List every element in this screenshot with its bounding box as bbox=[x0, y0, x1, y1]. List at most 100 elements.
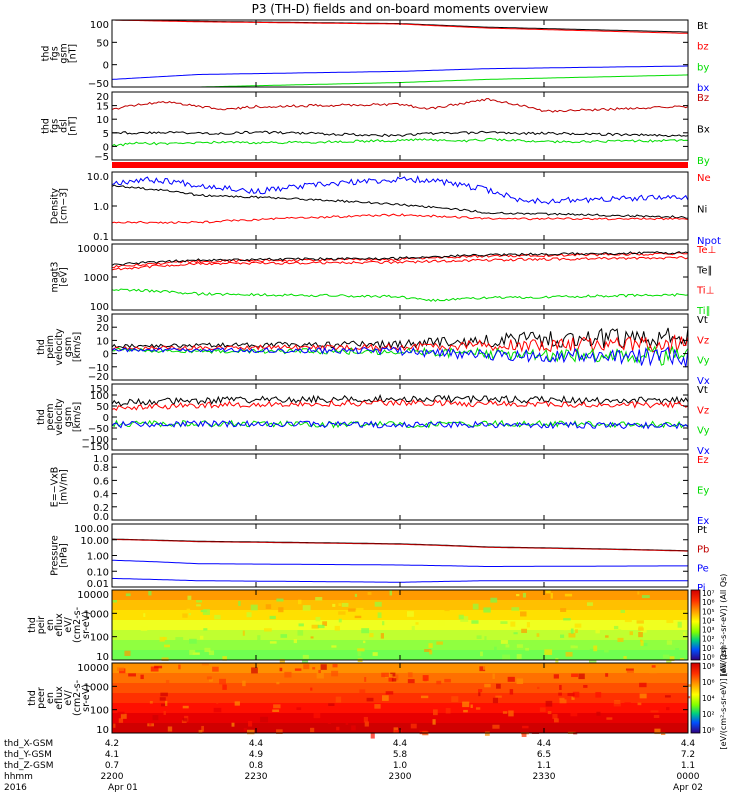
series-line-Te∥ bbox=[111, 251, 689, 266]
spectrogram-cell bbox=[666, 659, 672, 665]
x-axis-row-label: hhmm bbox=[4, 772, 33, 782]
series-line-bx bbox=[111, 65, 688, 80]
spectrogram-cell bbox=[472, 603, 479, 610]
legend-entry: Ez bbox=[697, 455, 709, 466]
spectrogram-cell bbox=[248, 721, 253, 727]
panel-frame bbox=[111, 171, 689, 241]
spectrogram-cell bbox=[462, 701, 470, 708]
legend-entry: Pi bbox=[697, 583, 706, 594]
spectrogram-cell bbox=[390, 672, 396, 677]
series-line-Vz bbox=[111, 399, 689, 411]
spectrogram-cell bbox=[571, 673, 578, 678]
spectrogram-cell bbox=[620, 609, 625, 614]
spectrogram-cell bbox=[250, 604, 258, 611]
legend-entry: Te∥ bbox=[696, 265, 713, 276]
spectrogram-cell bbox=[650, 710, 659, 713]
spectrogram-cell bbox=[257, 635, 261, 641]
spectrogram-band bbox=[112, 703, 688, 714]
spectrogram-cell bbox=[500, 640, 508, 644]
spectrogram-cell bbox=[439, 694, 448, 700]
spectrogram-cell bbox=[653, 714, 660, 719]
spectrogram-cell bbox=[112, 599, 117, 603]
spectrogram-cell bbox=[359, 689, 366, 694]
colorbar-tick-label: 10¹ bbox=[702, 644, 715, 653]
y-axis-label: [mV/m] bbox=[59, 469, 70, 505]
spectrogram-cell bbox=[279, 658, 285, 664]
spectrogram-cell bbox=[480, 651, 483, 657]
y-tick-label: 10.00 bbox=[80, 536, 109, 547]
y-tick-label: 1.0 bbox=[93, 202, 109, 213]
spectrogram-cell bbox=[422, 675, 429, 681]
y-axis-label: peir bbox=[36, 616, 47, 635]
y-tick-label: 100.00 bbox=[74, 524, 109, 535]
y-tick-label: 1000 bbox=[84, 682, 109, 693]
spectrogram-cell bbox=[189, 638, 197, 644]
y-axis-label: thd bbox=[41, 46, 52, 62]
spectrogram-cell bbox=[500, 621, 508, 624]
y-tick-label: −20 bbox=[88, 372, 109, 383]
legend-entry: Te⊥ bbox=[696, 245, 716, 256]
spectrogram-cell bbox=[332, 664, 338, 668]
spectrogram-cell bbox=[638, 625, 643, 629]
y-axis-label: [cm−3] bbox=[59, 188, 70, 224]
y-axis-label: eV/ bbox=[63, 616, 74, 632]
figure-title: P3 (TH-D) fields and on-board moments ov… bbox=[252, 2, 549, 16]
legend-entry: By bbox=[697, 156, 710, 167]
spectrogram-cell bbox=[269, 641, 277, 644]
spectrogram-cell bbox=[407, 679, 415, 684]
spectrogram-cell bbox=[420, 695, 429, 699]
spectrogram-cell bbox=[526, 621, 530, 628]
panel-density: 10.0 1.0 0.1 Density[cm−3] Ne Ni Npot bbox=[50, 171, 721, 247]
spectrogram-cell bbox=[547, 711, 552, 715]
y-tick-label: 10 bbox=[96, 652, 109, 663]
spectrogram-cell bbox=[470, 704, 473, 708]
y-tick-label: 10000 bbox=[77, 590, 109, 601]
spectrogram-cell bbox=[278, 607, 284, 613]
legend-entry: by bbox=[697, 62, 709, 73]
spectrogram-band bbox=[112, 590, 688, 601]
spectrogram-cell bbox=[265, 604, 272, 610]
spectrogram-cell bbox=[554, 718, 559, 723]
spectrogram-cell bbox=[302, 654, 309, 659]
y-tick-label: 0 bbox=[103, 142, 109, 153]
colorbar-label: [eV/(cm²-s-sr-eV)] (All Qs) bbox=[719, 574, 728, 677]
spectrogram-cell bbox=[436, 591, 440, 595]
spectrogram-cell bbox=[429, 650, 433, 655]
spectrogram-cell bbox=[545, 700, 553, 707]
series-line-Vy bbox=[111, 345, 689, 366]
spectrogram-cell bbox=[484, 636, 487, 641]
spectrogram-cell bbox=[560, 634, 565, 638]
spectrogram-cell bbox=[662, 654, 670, 659]
spectrogram-cell bbox=[508, 710, 514, 717]
spectrogram-cell bbox=[302, 605, 311, 611]
spectrogram-cell bbox=[357, 648, 365, 652]
spectrogram-cell bbox=[553, 674, 559, 679]
y-axis-label: eV/ bbox=[63, 689, 74, 705]
spectrogram-cell bbox=[372, 652, 378, 656]
colorbar-tick-label: 10⁰ bbox=[702, 653, 715, 662]
spectrogram-cell bbox=[182, 705, 189, 709]
spectrogram-cell bbox=[128, 673, 136, 677]
spectrogram-cell bbox=[201, 725, 204, 732]
legend-entry: Bt bbox=[697, 21, 708, 32]
spectrogram-cell bbox=[536, 633, 540, 637]
y-axis-label: [km/s] bbox=[72, 332, 83, 362]
y-tick-label: 10 bbox=[96, 725, 109, 736]
spectrogram-cell bbox=[219, 678, 226, 685]
spectrogram-cell bbox=[539, 707, 546, 712]
spectrogram-cell bbox=[525, 647, 529, 651]
spectrogram-cell bbox=[522, 725, 529, 729]
spectrogram-cell bbox=[213, 707, 222, 713]
y-axis-label: thd bbox=[41, 118, 52, 134]
spectrogram-cell bbox=[361, 628, 370, 634]
spectrogram-band bbox=[112, 630, 688, 641]
spectrogram-cell bbox=[117, 667, 125, 672]
spectrogram-cell bbox=[294, 668, 302, 671]
spectrogram-cell bbox=[196, 604, 201, 607]
spectrogram-cell bbox=[203, 628, 208, 631]
spectrogram-band bbox=[112, 600, 688, 611]
spectrogram-cell bbox=[124, 650, 131, 656]
spectrogram-cell bbox=[509, 689, 514, 695]
y-tick-label: 1.0 bbox=[93, 454, 109, 465]
